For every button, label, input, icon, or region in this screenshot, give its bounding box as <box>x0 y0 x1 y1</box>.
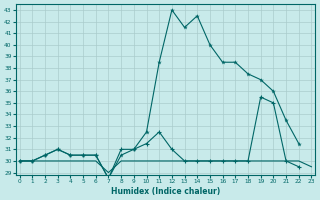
X-axis label: Humidex (Indice chaleur): Humidex (Indice chaleur) <box>111 187 220 196</box>
